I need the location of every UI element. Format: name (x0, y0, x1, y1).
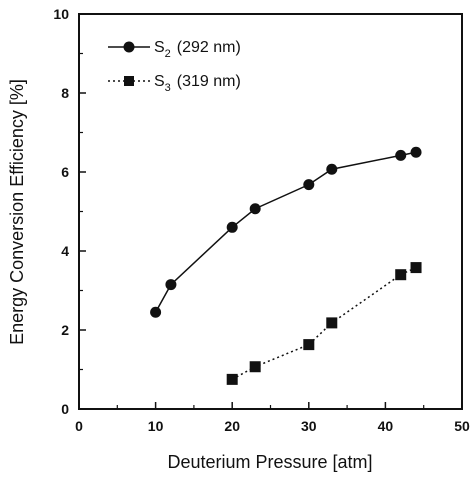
x-tick-label: 40 (378, 418, 394, 434)
y-tick-label: 10 (53, 6, 69, 22)
legend-label-s2: S2 (292 nm) (154, 39, 241, 60)
series-line-s2 (154, 151, 417, 313)
plot-area (78, 13, 463, 410)
data-point-s3 (395, 269, 407, 281)
x-tick-label: 0 (75, 418, 83, 434)
data-point-s3 (326, 317, 338, 329)
data-point-s2 (395, 149, 407, 161)
x-tick-label: 50 (454, 418, 470, 434)
data-point-s2 (303, 179, 315, 191)
series-layer (150, 146, 422, 385)
data-point-s2 (249, 203, 261, 215)
x-tick-label: 10 (148, 418, 164, 434)
x-tick-label: 20 (224, 418, 240, 434)
legend: S2 (292 nm) S3 (319 nm) (108, 39, 241, 94)
axis-ticks: 0 10 20 30 40 50 0 2 4 6 8 10 (53, 6, 470, 434)
y-tick-label: 4 (61, 243, 69, 259)
legend-label-s3: S3 (319 nm) (154, 73, 241, 94)
legend-marker-s2 (123, 41, 135, 53)
data-point-s2 (150, 306, 162, 318)
y-tick-label: 8 (61, 85, 69, 101)
y-tick-label: 2 (61, 322, 69, 338)
y-axis-title: Energy Conversion Efficiency [%] (7, 79, 27, 345)
data-point-s3 (303, 339, 315, 351)
data-point-s2 (226, 221, 238, 233)
data-point-s2 (165, 279, 177, 291)
data-point-s2 (410, 146, 422, 158)
y-tick-label: 6 (61, 164, 69, 180)
x-tick-label: 30 (301, 418, 317, 434)
legend-marker-s3 (124, 76, 134, 86)
data-point-s3 (226, 373, 238, 385)
data-point-s2 (326, 163, 338, 175)
y-tick-label: 0 (61, 401, 69, 417)
x-axis-title: Deuterium Pressure [atm] (167, 452, 372, 472)
plot-frame (78, 13, 463, 410)
data-point-s3 (410, 262, 422, 274)
data-point-s3 (249, 361, 261, 373)
